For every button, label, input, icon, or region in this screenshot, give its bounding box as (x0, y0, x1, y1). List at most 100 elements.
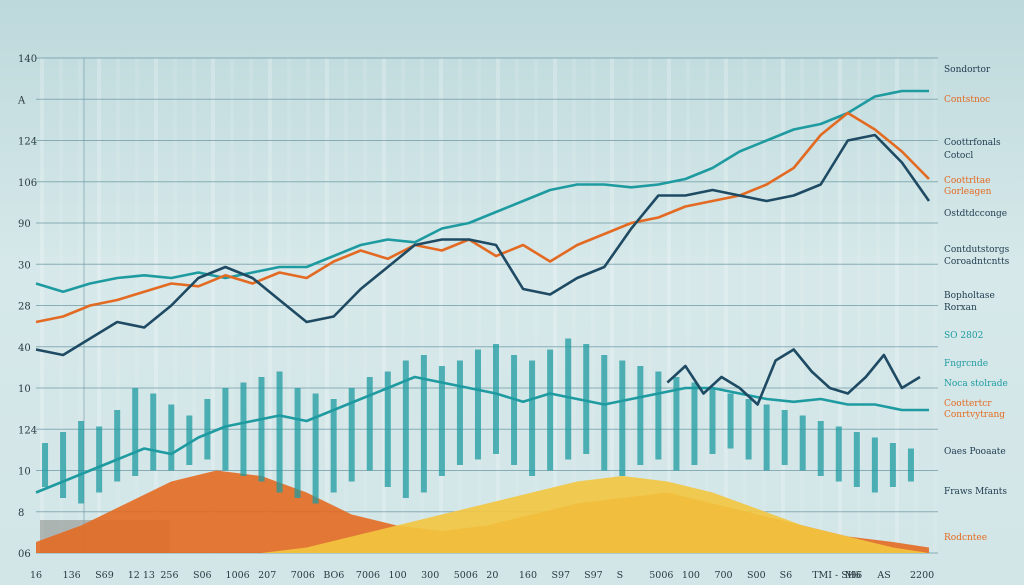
legend-item: Coroadntcntts (944, 257, 1010, 267)
x-tick-label: 1006 (226, 570, 250, 581)
bar-mark (474, 349, 481, 460)
x-tick-label: S06 (193, 570, 212, 581)
legend-item: Rodcntee (944, 533, 987, 543)
bar-mark (204, 399, 211, 460)
x-tick-label: 20 (486, 570, 498, 581)
x-tick-label: 2200 (910, 570, 934, 581)
bar-mark (312, 393, 319, 504)
x-tick-label: TMI - SH6 (812, 570, 862, 581)
x-tick-label: S69 (95, 570, 114, 581)
bar-mark (330, 399, 337, 493)
y-tick-label: 124 (18, 137, 37, 148)
x-tick-label: 256 (160, 570, 178, 581)
bar-mark (727, 393, 734, 449)
bar-mark (78, 421, 85, 504)
bar-mark (637, 366, 644, 465)
y-axis-ticks: 140 A 124 106 90 30 28 40 10 124 10 8 06 (17, 54, 37, 560)
bar-mark (529, 360, 536, 476)
bar-mark (871, 437, 878, 493)
y-tick-label: 40 (18, 343, 31, 354)
y-tick-label: 30 (18, 260, 31, 271)
bar-mark (601, 355, 608, 471)
series-line (35, 89, 929, 294)
legend-item: Coottrltae (944, 176, 990, 186)
y-tick-label: A (17, 95, 26, 106)
bar-mark (132, 388, 139, 476)
legend-item: Coottrfonals (944, 138, 1001, 148)
series-lines (35, 89, 931, 494)
bar-mark (114, 410, 121, 482)
legend-item: Bopholtase (944, 291, 995, 301)
x-tick-label: 136 (63, 570, 81, 581)
x-tick-label: M6 (845, 570, 861, 581)
legend-item: Contstnoc (944, 95, 990, 105)
bar-mark (186, 415, 193, 465)
bar-mark (60, 432, 67, 498)
legend-item: Fngrcnde (944, 359, 988, 369)
bar-mark (150, 393, 157, 471)
bar-mark (276, 371, 283, 493)
bar-mark (817, 421, 824, 476)
legend-item: Coottertcr (944, 399, 992, 409)
area-series (36, 476, 929, 553)
bar-mark (366, 377, 373, 471)
y-tick-label: 10 (18, 467, 31, 478)
y-tick-label: 10 (18, 384, 31, 395)
legend-item: Noca stolrade (944, 379, 1008, 389)
x-tick-label: 7006 (291, 570, 315, 581)
bar-mark (493, 344, 500, 454)
y-tick-label: 90 (18, 219, 31, 230)
bar-mark (673, 377, 680, 471)
bar-mark (745, 399, 752, 460)
x-tick-label: S97 (584, 570, 603, 581)
bar-mark (889, 443, 896, 487)
legend-item: Contdutstorgs (944, 245, 1010, 255)
bar-mark (565, 338, 572, 460)
bar-mark (438, 366, 445, 476)
y-tick-label: 8 (18, 508, 24, 519)
bar-mark (511, 355, 518, 465)
bar-mark (547, 349, 554, 471)
bar-mark (42, 443, 49, 487)
series-line (35, 111, 930, 324)
x-tick-label: S6 (780, 570, 793, 581)
bar-mark (96, 426, 103, 493)
y-tick-label: 124 (18, 425, 37, 436)
x-tick-label: 700 (714, 570, 732, 581)
series-line (666, 348, 921, 406)
x-tick-label: 5006 (649, 570, 673, 581)
legend-item: Conrtvytrang (944, 410, 1005, 420)
bar-mark (583, 344, 590, 454)
bar-mark (907, 448, 914, 482)
x-tick-label: 160 (519, 570, 537, 581)
bar-mark (384, 371, 391, 487)
bar-mark (835, 426, 842, 482)
legend-item: Ostdtdcconge (944, 209, 1007, 219)
bar-mark (691, 382, 698, 465)
x-tick-label: S (617, 570, 624, 581)
x-tick-label: 16 (30, 570, 42, 581)
y-tick-label: 28 (18, 302, 31, 313)
bar-mark (763, 404, 770, 471)
y-tick-label: 140 (18, 54, 37, 65)
x-tick-label: 207 (258, 570, 276, 581)
vertical-bars (42, 338, 914, 504)
series-line (35, 375, 929, 494)
y-tick-label: 106 (18, 178, 37, 189)
x-tick-label: 12 13 (128, 570, 155, 581)
x-tick-label: S00 (747, 570, 766, 581)
bar-mark (456, 360, 463, 465)
bar-mark (420, 355, 427, 493)
legend-item: Fraws Mfants (944, 487, 1007, 497)
bar-mark (655, 371, 662, 460)
x-tick-label: 100 (389, 570, 407, 581)
x-tick-label: 100 (682, 570, 700, 581)
series-line (35, 133, 931, 357)
x-tick-label: 300 (421, 570, 439, 581)
legend-item: Oaes Pooaate (944, 447, 1006, 457)
bar-mark (799, 415, 806, 471)
bar-mark (240, 382, 247, 476)
legend-item: Sondortor (944, 65, 991, 75)
